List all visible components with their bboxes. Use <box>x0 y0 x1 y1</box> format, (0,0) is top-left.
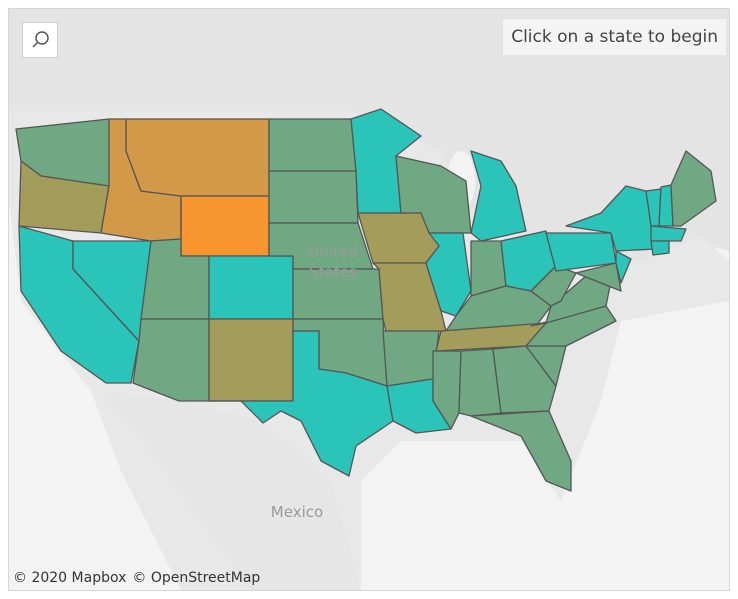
state[interactable] <box>180 195 270 257</box>
state[interactable] <box>615 250 632 284</box>
state[interactable] <box>530 265 577 307</box>
state[interactable] <box>208 318 294 402</box>
prompt: Click on a state to begin <box>503 19 726 55</box>
state[interactable] <box>208 255 294 320</box>
state[interactable] <box>545 275 612 324</box>
country-label: United <box>308 243 357 261</box>
state[interactable] <box>268 170 359 224</box>
attribution: © 2020 Mapbox © OpenStreetMap <box>13 570 266 586</box>
page: {"prompt": "Click on a state to begin", … <box>0 8 738 599</box>
map-canvas: United States Mexico <box>9 9 729 590</box>
state[interactable] <box>425 232 472 317</box>
states <box>15 108 717 492</box>
state[interactable] <box>492 345 557 414</box>
state[interactable] <box>650 240 670 256</box>
map: United States Mexico Click on a state to… <box>8 8 730 591</box>
state[interactable] <box>125 118 270 197</box>
canada <box>9 9 729 261</box>
attribution-link[interactable]: © 2020 Mapbox <box>13 570 127 586</box>
state[interactable] <box>382 330 440 387</box>
state[interactable] <box>208 330 394 477</box>
attribution-link[interactable]: © OpenStreetMap <box>132 570 261 586</box>
state[interactable] <box>575 262 622 292</box>
state[interactable] <box>268 118 357 172</box>
state[interactable] <box>470 410 572 492</box>
search-button[interactable] <box>22 22 58 58</box>
state[interactable] <box>432 350 462 430</box>
country-label: States <box>309 263 357 281</box>
mexico <box>101 391 361 590</box>
country-label: Mexico <box>271 503 323 521</box>
search-icon <box>32 31 49 48</box>
state[interactable] <box>470 150 527 242</box>
state[interactable] <box>670 150 717 227</box>
state[interactable] <box>650 225 687 242</box>
